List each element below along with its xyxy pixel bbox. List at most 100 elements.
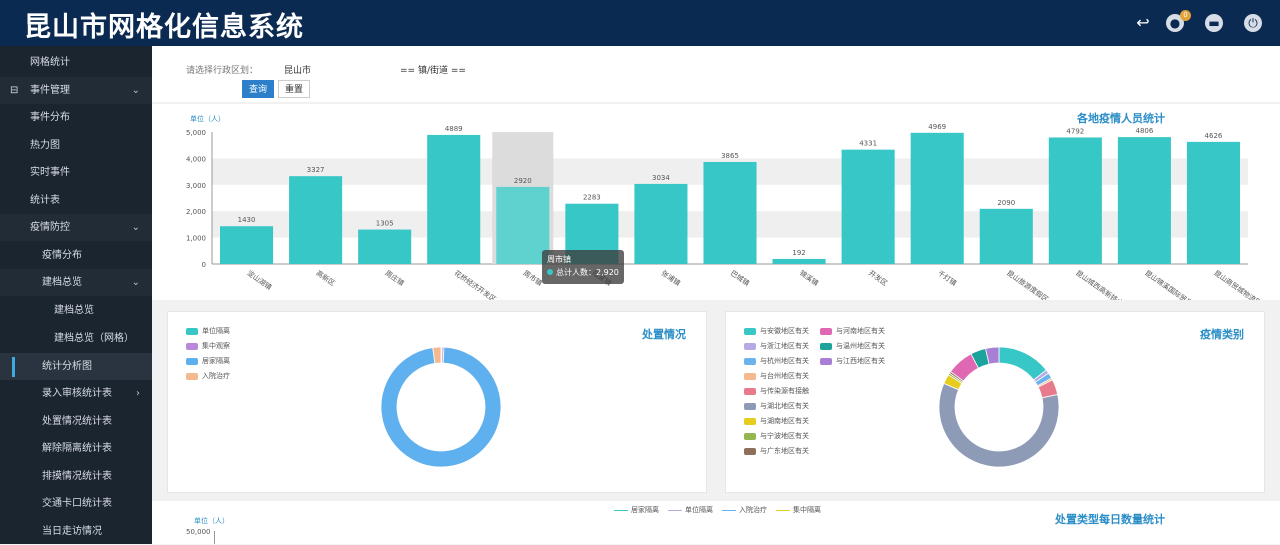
legend-swatch [820,342,832,350]
monitor-icon[interactable]: ▬ [1205,14,1223,32]
legend-swatch [186,357,198,365]
y-tick-label: 4,000 [186,155,206,163]
legend-item[interactable]: 与安徽地区有关 [744,326,809,336]
bar [1186,141,1240,264]
legend-label: 与宁波地区有关 [760,432,809,440]
legend-swatch [820,327,832,335]
reset-button[interactable]: 重置 [278,80,310,98]
bar-chart-panel: 单位（人） 各地疫情人员统计 0 1,000 2,000 3,000 4,000 5,00… [152,104,1280,300]
nav-event-distribution[interactable]: 事件分布 [30,112,70,123]
legend-item[interactable]: 集中观察 [186,341,230,351]
legend-label: 居家隔离 [202,357,230,365]
legend-label: 与湖南地区有关 [760,417,809,425]
bar [841,149,895,264]
bar [1048,137,1102,264]
nav-archive-overview-grid[interactable]: 建档总览（网格） [54,333,134,344]
bar-value-label: 192 [792,249,805,257]
legend-item[interactable]: 与江西地区有关 [820,356,885,366]
bar-value-label: 3034 [652,174,670,182]
category-title: 疫情类别 [1200,328,1244,341]
legend-swatch [744,327,756,335]
legend-item[interactable]: 与广东地区有关 [744,446,809,456]
notification-badge: 0 [1180,10,1191,21]
legend-label: 与杭州地区有关 [760,357,809,365]
bar-value-label: 3865 [721,152,739,160]
bar [427,134,481,264]
bar-value-label: 2283 [583,194,601,202]
tooltip-title: 周市镇 [547,255,571,264]
tooltip-value: 总计人数：2,920 [556,268,619,277]
bar-value-label: 3327 [307,166,325,174]
y-tick-label: 1,000 [186,235,206,243]
bar [289,176,343,264]
x-tick-label: 张浦镇 [660,268,682,287]
legend-item[interactable]: 单位隔离 [668,505,713,515]
legend-item[interactable]: 与杭州地区有关 [744,356,809,366]
power-icon[interactable]: ⏻ [1244,14,1262,32]
legend-item[interactable]: 居家隔离 [186,356,230,366]
nav-heatmap[interactable]: 热力图 [30,140,60,151]
nav-epidemic-distribution[interactable]: 疫情分布 [42,250,82,261]
legend-line-icon [776,509,790,511]
x-tick-label: 昆山旅游度假区 [1005,268,1050,300]
book-icon: ⊟ [10,85,19,96]
nav-checkpoint-table[interactable]: 交通卡口统计表 [42,498,112,509]
legend-item[interactable]: 集中隔离 [776,505,821,515]
legend-label: 与广东地区有关 [760,447,809,455]
nav-daily-visits[interactable]: 当日走访情况 [42,526,102,537]
legend-item[interactable]: 入院治疗 [722,505,767,515]
legend-swatch [820,357,832,365]
nav-epidemic-control[interactable]: 疫情防控 ⌄ [0,214,152,241]
legend-label: 与河南地区有关 [836,327,885,335]
nav-release-quarantine-table[interactable]: 解除隔离统计表 [42,443,112,454]
query-button[interactable]: 查询 [242,80,274,98]
donut-slice [998,346,1047,381]
legend-item[interactable]: 单位隔离 [186,326,230,336]
donut-slice [938,382,1060,468]
nav-realtime-events[interactable]: 实时事件 [30,167,70,178]
nav-event-management[interactable]: ⊟ 事件管理 ⌄ [0,77,152,104]
daily-panel: 居家隔离 单位隔离 入院治疗 集中隔离 处置类型每日数量统计 单位（人） 50,000 [152,501,1280,544]
bar-value-label: 4626 [1205,132,1223,140]
bar-value-label: 1430 [238,216,256,224]
x-tick-label: 昆山锦溪国际贸易 [1143,268,1194,300]
back-icon[interactable]: ↩ [1136,13,1150,32]
y-tick-label: 0 [202,261,206,269]
x-tick-label: 昆山商贸城物流园区 [1212,268,1269,300]
legend-item[interactable]: 与河南地区有关 [820,326,885,336]
town-select[interactable]: == 镇/街道 == [400,66,466,76]
legend-swatch [744,372,756,380]
bar-chart: 0 1,000 2,000 3,000 4,000 5,000 1430 淀山湖镇 3327 高新… [186,123,1269,300]
x-tick-label: 周庄镇 [384,268,406,287]
legend-item[interactable]: 与浙江地区有关 [744,341,809,351]
legend-item[interactable]: 与宁波地区有关 [744,431,809,441]
legend-label: 单位隔离 [685,506,713,514]
x-tick-label: 巴城镇 [729,268,751,287]
nav-disposal-table[interactable]: 处置情况统计表 [42,416,112,427]
chevron-down-icon: ⌄ [131,277,140,288]
legend-item[interactable]: 与湖北地区有关 [744,401,809,411]
city-select[interactable]: 昆山市 [284,66,312,76]
user-icon[interactable]: ● [1166,14,1184,32]
legend-item[interactable]: 入院治疗 [186,371,230,381]
nav-grid-stats[interactable]: 网格统计 [30,57,70,68]
nav-stat-analysis-chart[interactable]: 统计分析图 [0,353,152,380]
bar-value-label: 4792 [1066,127,1084,135]
disposal-panel: 处置情况 单位隔离 集中观察 居家隔离 入院治疗 [167,311,707,493]
legend-item[interactable]: 居家隔离 [614,505,659,515]
nav-archive-overview-group[interactable]: 建档总览 ⌄ [0,269,152,296]
legend-item[interactable]: 与传染源有接触 [744,386,809,396]
legend-label: 集中观察 [202,342,230,350]
legend-line-icon [722,509,736,511]
nav-stats-table[interactable]: 统计表 [30,195,60,206]
legend-item[interactable]: 与湖南地区有关 [744,416,809,426]
legend-item[interactable]: 与温州地区有关 [820,341,885,351]
bar [910,132,964,264]
legend-item[interactable]: 与台州地区有关 [744,371,809,381]
legend-label: 单位隔离 [202,327,230,335]
legend-label: 与传染源有接触 [760,387,809,395]
nav-investigation-table[interactable]: 排摸情况统计表 [42,471,112,482]
bar-value-label: 2920 [514,177,532,185]
nav-entry-review-table[interactable]: 录入审核统计表 › [0,380,152,407]
nav-archive-overview[interactable]: 建档总览 [54,305,94,316]
